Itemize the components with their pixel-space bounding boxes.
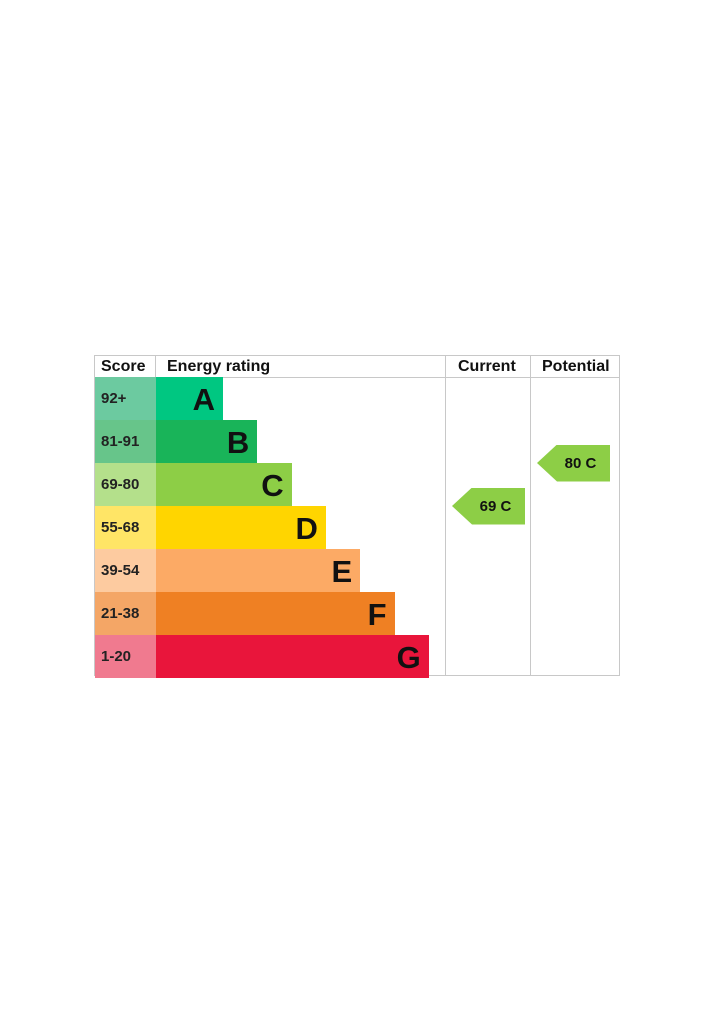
score-range-d: 55-68 xyxy=(95,506,156,549)
energy-rating-chart: Score Energy rating Current Potential 92… xyxy=(94,355,620,678)
divider xyxy=(95,377,619,378)
divider xyxy=(530,356,531,675)
divider xyxy=(445,356,446,675)
current-rating-arrow: 69 C xyxy=(452,487,525,525)
rating-bar-d: D xyxy=(156,506,326,549)
rating-bar-b: B xyxy=(156,420,258,463)
score-range-e: 39-54 xyxy=(95,549,156,592)
divider xyxy=(155,356,156,377)
score-range-b: 81-91 xyxy=(95,420,156,463)
rating-bar-a: A xyxy=(156,377,223,420)
potential-rating-arrow: 80 C xyxy=(537,444,610,482)
header-current: Current xyxy=(458,358,516,375)
rating-bar-g: G xyxy=(156,635,429,678)
score-range-f: 21-38 xyxy=(95,592,156,635)
score-range-a: 92+ xyxy=(95,377,156,420)
score-range-c: 69-80 xyxy=(95,463,156,506)
header-energy-rating: Energy rating xyxy=(167,358,271,375)
header-potential: Potential xyxy=(542,358,610,375)
rating-bar-e: E xyxy=(156,549,361,592)
rating-bar-f: F xyxy=(156,592,395,635)
rating-bar-c: C xyxy=(156,463,292,506)
score-range-g: 1-20 xyxy=(95,635,156,678)
header-score: Score xyxy=(101,358,146,375)
